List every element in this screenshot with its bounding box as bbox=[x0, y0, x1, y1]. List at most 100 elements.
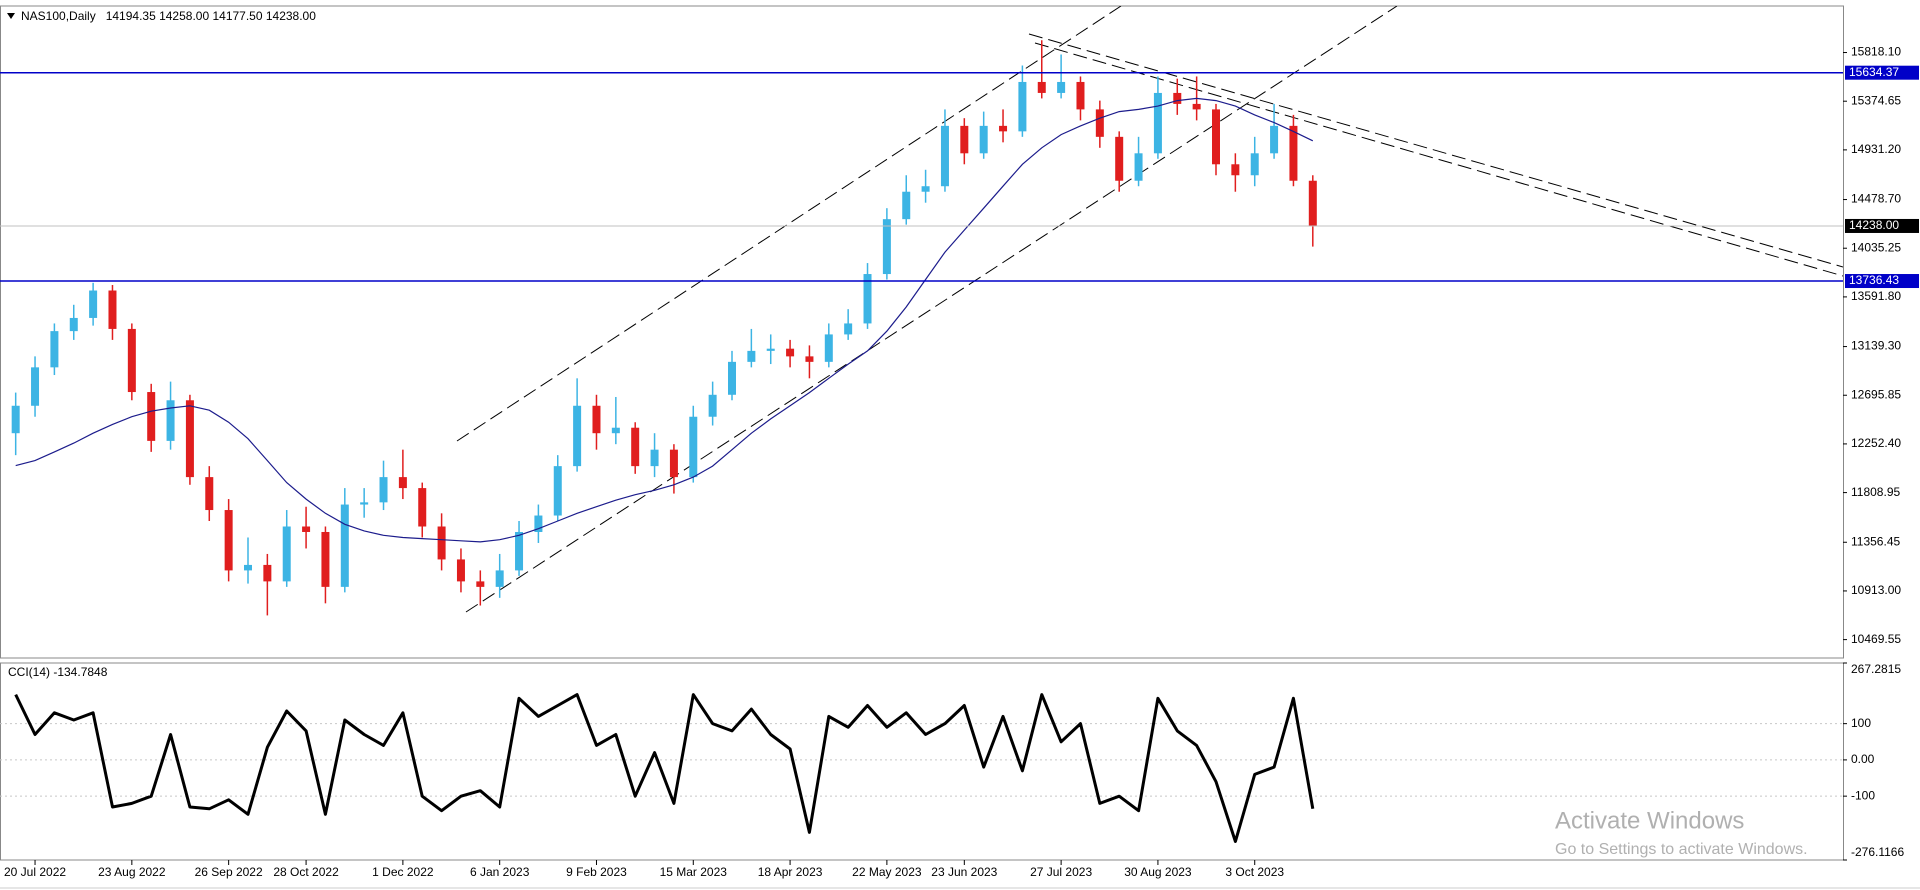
panel-menu-icon[interactable] bbox=[7, 13, 15, 19]
resistance-line bbox=[1034, 42, 1843, 277]
candle-body bbox=[50, 331, 59, 368]
y-tick-label: -276.1166 bbox=[1851, 845, 1904, 859]
candle-body bbox=[728, 361, 736, 395]
candle-body bbox=[786, 348, 795, 357]
y-tick-label: 267.2815 bbox=[1851, 662, 1901, 676]
watermark-title: Activate Windows bbox=[1555, 807, 1744, 834]
channel-upper bbox=[456, 6, 1122, 442]
candle-body bbox=[244, 564, 252, 571]
candle-body bbox=[31, 367, 40, 406]
candle-body bbox=[302, 526, 311, 532]
candle-body bbox=[747, 350, 756, 362]
y-tick-label: 14931.20 bbox=[1851, 142, 1901, 156]
y-tick-label: 15818.10 bbox=[1851, 45, 1901, 59]
candle-body bbox=[224, 510, 233, 571]
moving-average bbox=[15, 97, 1314, 543]
candle-body bbox=[631, 427, 640, 467]
price-level-label: 15634.37 bbox=[1849, 65, 1899, 79]
candle-body bbox=[185, 400, 194, 478]
candle-body bbox=[573, 405, 582, 467]
x-tick-label: 28 Oct 2022 bbox=[273, 865, 339, 879]
y-tick-label: 15374.65 bbox=[1851, 93, 1901, 107]
candle-body bbox=[921, 186, 930, 192]
candle-body bbox=[1153, 92, 1162, 154]
y-tick-label: -100 bbox=[1851, 788, 1875, 802]
price-panel bbox=[0, 5, 1844, 659]
y-tick-label: 100 bbox=[1851, 716, 1871, 730]
candle-body bbox=[650, 449, 659, 467]
x-tick-label: 23 Jun 2023 bbox=[931, 865, 997, 879]
candle-body bbox=[1308, 180, 1317, 226]
x-tick-label: 9 Feb 2023 bbox=[566, 865, 627, 879]
candle-body bbox=[669, 449, 678, 478]
x-tick-label: 6 Jan 2023 bbox=[470, 865, 530, 879]
price-level-tag bbox=[1845, 274, 1919, 289]
candle-body bbox=[708, 394, 717, 417]
candle-body bbox=[1095, 109, 1104, 137]
cci-line bbox=[14, 693, 1315, 843]
y-tick-label: 10469.55 bbox=[1851, 632, 1901, 646]
candle-body bbox=[824, 334, 833, 362]
x-tick-label: 23 Aug 2022 bbox=[98, 865, 166, 879]
x-tick-label: 27 Jul 2023 bbox=[1030, 865, 1092, 879]
candle-body bbox=[360, 502, 369, 505]
candle-body bbox=[282, 526, 291, 582]
y-tick-label: 11356.45 bbox=[1851, 534, 1900, 548]
candle-body bbox=[1250, 153, 1259, 176]
x-tick-label: 26 Sep 2022 bbox=[195, 865, 263, 879]
y-tick-label: 11808.95 bbox=[1851, 485, 1900, 499]
candle-body bbox=[1018, 81, 1027, 132]
price-level-label: 14238.00 bbox=[1849, 218, 1899, 232]
candle-body bbox=[321, 531, 330, 587]
candle-body bbox=[263, 564, 272, 582]
candle-body bbox=[805, 356, 814, 362]
price-level-tag bbox=[1845, 65, 1919, 80]
candle-body bbox=[127, 328, 136, 393]
price-level-label: 13736.43 bbox=[1849, 273, 1899, 287]
x-tick-label: 3 Oct 2023 bbox=[1225, 865, 1284, 879]
candle-body bbox=[379, 477, 388, 503]
candle-body bbox=[689, 416, 698, 478]
y-tick-label: 12695.85 bbox=[1851, 387, 1901, 401]
y-tick-label: 0.00 bbox=[1851, 752, 1875, 766]
y-tick-label: 10913.00 bbox=[1851, 583, 1901, 597]
candle-body bbox=[1037, 81, 1046, 93]
candle-body bbox=[592, 405, 601, 434]
x-tick-label: 20 Jul 2022 bbox=[4, 865, 66, 879]
candle-body bbox=[418, 488, 427, 527]
candle-body bbox=[456, 559, 465, 582]
y-tick-label: 14035.25 bbox=[1851, 240, 1901, 254]
candle-body bbox=[1115, 136, 1124, 181]
candle-body bbox=[844, 323, 853, 335]
y-tick-label: 13139.30 bbox=[1851, 339, 1901, 353]
price-plot bbox=[11, 40, 1317, 616]
price-level-tag bbox=[1845, 218, 1919, 233]
x-tick-label: 22 May 2023 bbox=[852, 865, 922, 879]
y-tick-label: 12252.40 bbox=[1851, 436, 1901, 450]
candle-body bbox=[1192, 103, 1201, 110]
candle-body bbox=[940, 125, 949, 187]
candle-body bbox=[1270, 125, 1279, 154]
ohlc-values: 14194.35 14258.00 14177.50 14238.00 bbox=[106, 9, 317, 23]
candle-body bbox=[766, 348, 775, 351]
candle-body bbox=[1057, 81, 1066, 93]
candle-body bbox=[863, 274, 872, 324]
candle-body bbox=[902, 191, 911, 220]
candle-body bbox=[205, 477, 214, 511]
candle-body bbox=[147, 392, 156, 441]
y-tick-label: 13591.80 bbox=[1851, 289, 1901, 303]
candle-body bbox=[960, 125, 969, 154]
candle-body bbox=[476, 581, 485, 587]
candle-body bbox=[553, 466, 562, 516]
x-tick-label: 18 Apr 2023 bbox=[758, 865, 823, 879]
candle-body bbox=[69, 317, 78, 332]
candle-body bbox=[1212, 109, 1220, 165]
candle-body bbox=[108, 290, 117, 329]
candle-body bbox=[979, 125, 988, 154]
candle-body bbox=[1231, 164, 1240, 176]
channel-lower bbox=[465, 6, 1398, 613]
candle-body bbox=[398, 477, 407, 489]
x-tick-label: 30 Aug 2023 bbox=[1124, 865, 1192, 879]
